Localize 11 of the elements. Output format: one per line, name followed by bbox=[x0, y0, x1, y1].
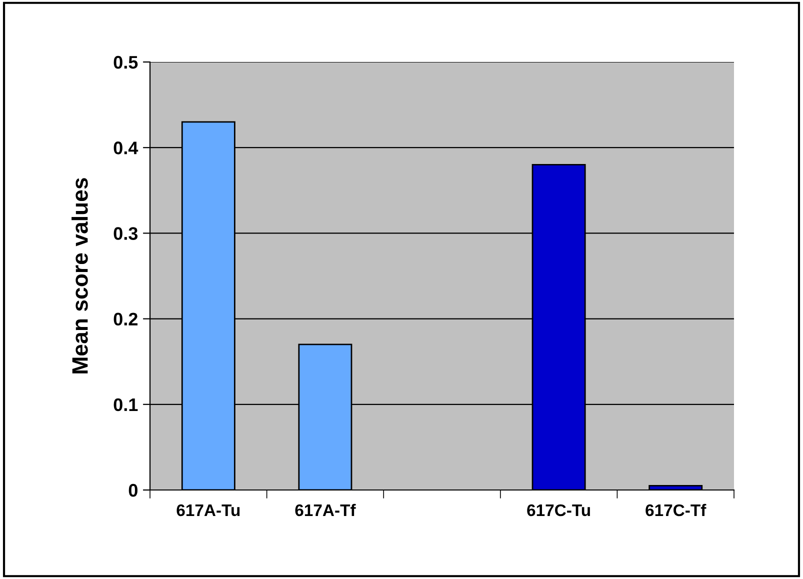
y-axis-title: Mean score values bbox=[72, 178, 88, 374]
y-tick-label: 0 bbox=[128, 484, 138, 497]
y-tick-label: 0.1 bbox=[114, 398, 138, 412]
y-tick-label: 0.4 bbox=[114, 142, 138, 154]
x-tick-label: 617A-Tf bbox=[295, 504, 356, 516]
x-tick-label: 617C-Tf bbox=[646, 504, 706, 516]
y-tick-label: 0.5 bbox=[114, 56, 138, 69]
x-tick-label: 617A-Tu bbox=[176, 504, 240, 516]
y-tick-label: 0.2 bbox=[114, 312, 138, 326]
x-tick-label: 617C-Tu bbox=[527, 504, 590, 516]
y-tick-label: 0.3 bbox=[114, 227, 138, 240]
